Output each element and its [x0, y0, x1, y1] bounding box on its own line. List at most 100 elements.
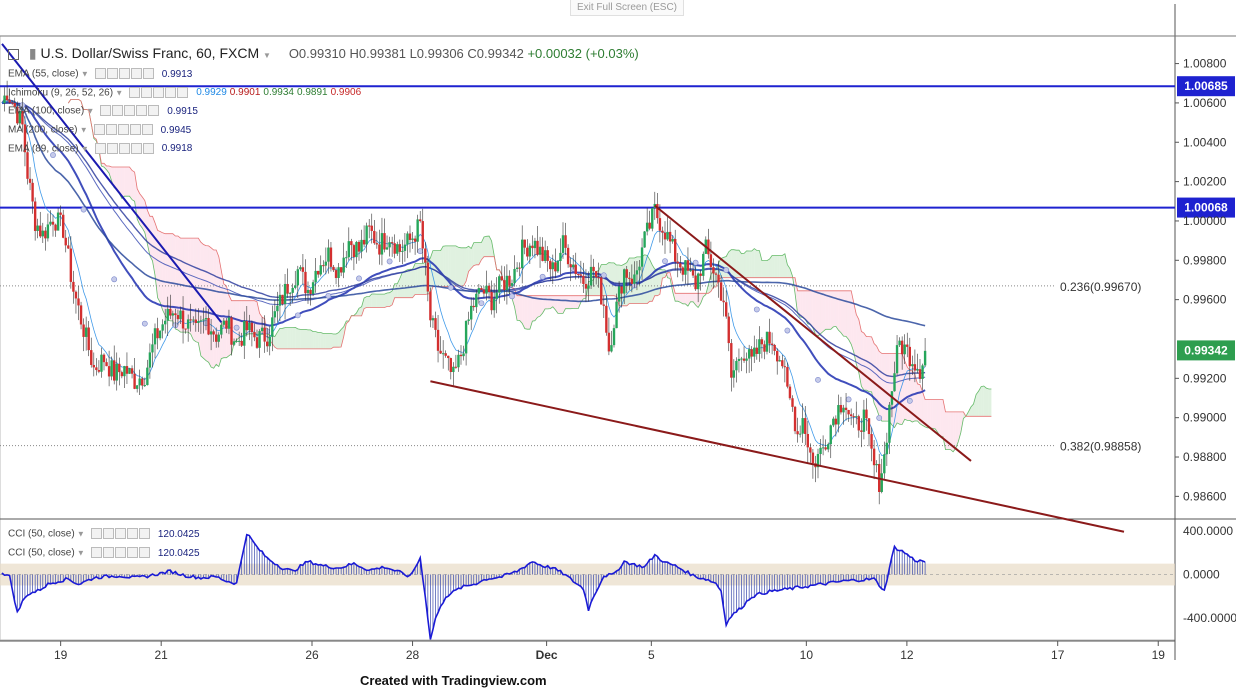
chevron-down-icon[interactable]: ▼	[84, 107, 95, 117]
close-icon[interactable]	[177, 86, 189, 98]
chevron-down-icon[interactable]: ▼	[263, 51, 271, 60]
indicator-row[interactable]: EMA (89, close) ▼ 0.9918	[8, 142, 192, 156]
gear-icon[interactable]	[141, 86, 153, 98]
plus-icon[interactable]	[130, 142, 142, 154]
chevron-down-icon[interactable]: ▼	[113, 88, 124, 98]
close-icon[interactable]	[138, 546, 150, 558]
candle-body	[355, 241, 358, 258]
downtrend-line-left[interactable]	[1, 43, 223, 323]
indicator-label[interactable]: EMA (55, close)	[8, 68, 79, 80]
indicator-value: 0.9891	[296, 87, 328, 99]
wedge-upper-line[interactable]	[654, 204, 972, 462]
cloud-segment	[114, 166, 117, 189]
close-icon[interactable]	[148, 105, 160, 117]
candle-body	[102, 354, 106, 363]
chevron-down-icon[interactable]: ▼	[78, 144, 89, 154]
plus-icon[interactable]	[130, 67, 142, 79]
candle-body	[610, 345, 613, 352]
indicator-label[interactable]: CCI (50, close)	[8, 547, 75, 559]
indicator-controls[interactable]	[100, 104, 160, 118]
eye-icon[interactable]	[129, 86, 141, 98]
indicator-row[interactable]: EMA (55, close) ▼ 0.9913	[8, 67, 192, 81]
gear-icon[interactable]	[102, 527, 114, 539]
cloud-segment	[200, 242, 204, 359]
indicator-row[interactable]: Ichimoku (9, 26, 52, 26) ▼ 0.9929 0.9901 0.…	[8, 86, 361, 100]
cloud-segment	[930, 399, 933, 429]
eye-icon[interactable]	[94, 67, 106, 79]
chevron-down-icon[interactable]: ▼	[74, 548, 85, 558]
collapse-icon[interactable]	[8, 48, 19, 60]
ma-marker	[539, 273, 546, 280]
trend-lines[interactable]	[1, 43, 1125, 533]
cloud-segment	[767, 259, 770, 278]
indicator-controls[interactable]	[94, 67, 155, 81]
chevron-down-icon[interactable]: ▼	[74, 529, 85, 539]
format-icon[interactable]	[118, 142, 130, 154]
cloud-segment	[305, 329, 308, 349]
cci-legend-row[interactable]: CCI (50, close) ▼ 120.0425	[8, 527, 200, 541]
close-icon[interactable]	[142, 67, 154, 79]
indicator-label[interactable]: MA (200, close)	[8, 124, 78, 136]
indicator-label[interactable]: Ichimoku (9, 26, 52, 26)	[8, 87, 114, 99]
cloud-segment	[486, 236, 490, 257]
close-icon[interactable]	[141, 123, 153, 135]
gear-icon[interactable]	[102, 546, 114, 558]
cloud-segment	[420, 263, 423, 295]
plus-icon[interactable]	[136, 105, 148, 117]
exit-fullscreen-button[interactable]: Exit Full Screen (ESC)	[570, 0, 684, 16]
format-icon[interactable]	[114, 546, 126, 558]
cloud-segment	[823, 290, 826, 332]
candle-body	[849, 414, 853, 417]
horizontal-lines[interactable]: 1.00685 1.00068	[0, 76, 1235, 218]
indicator-controls[interactable]	[129, 86, 189, 100]
indicator-label[interactable]: CCI (50, close)	[8, 528, 75, 540]
format-icon[interactable]	[118, 67, 130, 79]
candle-body	[487, 285, 491, 292]
eye-icon[interactable]	[94, 142, 106, 154]
symbol-title[interactable]: U.S. Dollar/Swiss Franc, 60, FXCM	[40, 45, 260, 61]
eye-icon[interactable]	[100, 105, 112, 117]
cloud-segment	[858, 319, 862, 387]
candle-body	[579, 274, 583, 276]
chevron-down-icon[interactable]: ▼	[77, 125, 88, 135]
cloud-segment	[815, 290, 818, 337]
eye-icon[interactable]	[93, 123, 105, 135]
format-icon[interactable]	[117, 123, 129, 135]
plus-icon[interactable]	[126, 527, 138, 539]
cloud-segment	[376, 294, 380, 308]
cloud-segment	[193, 238, 196, 342]
cci-panel	[0, 533, 1175, 640]
chevron-down-icon[interactable]: ▼	[78, 69, 89, 79]
close-icon[interactable]	[138, 527, 150, 539]
plus-icon[interactable]	[165, 86, 177, 98]
gear-icon[interactable]	[112, 105, 124, 117]
indicator-controls[interactable]	[90, 546, 151, 560]
gear-icon[interactable]	[106, 142, 118, 154]
indicator-row[interactable]: MA (200, close) ▼ 0.9945	[8, 123, 191, 137]
close-icon[interactable]	[142, 142, 154, 154]
cloud-segment	[476, 242, 479, 265]
indicator-label[interactable]: EMA (100, close)	[8, 106, 85, 118]
eye-icon[interactable]	[90, 527, 102, 539]
format-icon[interactable]	[124, 105, 136, 117]
gear-icon[interactable]	[105, 123, 117, 135]
cci-legend-row[interactable]: CCI (50, close) ▼ 120.0425	[8, 546, 200, 560]
indicator-controls[interactable]	[93, 123, 154, 137]
cloud-segment	[313, 331, 316, 349]
plus-icon[interactable]	[126, 546, 138, 558]
candle-body	[8, 100, 11, 103]
indicator-controls[interactable]	[94, 142, 155, 156]
eye-icon[interactable]	[90, 546, 102, 558]
format-icon[interactable]	[153, 86, 165, 98]
ma-marker	[233, 324, 240, 331]
fibonacci-levels[interactable]: 0.236(0.99670) 0.382(0.98858)	[0, 280, 1141, 454]
indicator-controls[interactable]	[90, 527, 151, 541]
plus-icon[interactable]	[129, 123, 141, 135]
format-icon[interactable]	[114, 527, 126, 539]
indicator-row[interactable]: EMA (100, close) ▼ 0.9915	[8, 104, 198, 118]
candle-body	[148, 352, 152, 368]
gear-icon[interactable]	[106, 67, 118, 79]
indicator-label[interactable]: EMA (89, close)	[8, 143, 79, 155]
wedge-lower-line[interactable]	[430, 380, 1125, 533]
